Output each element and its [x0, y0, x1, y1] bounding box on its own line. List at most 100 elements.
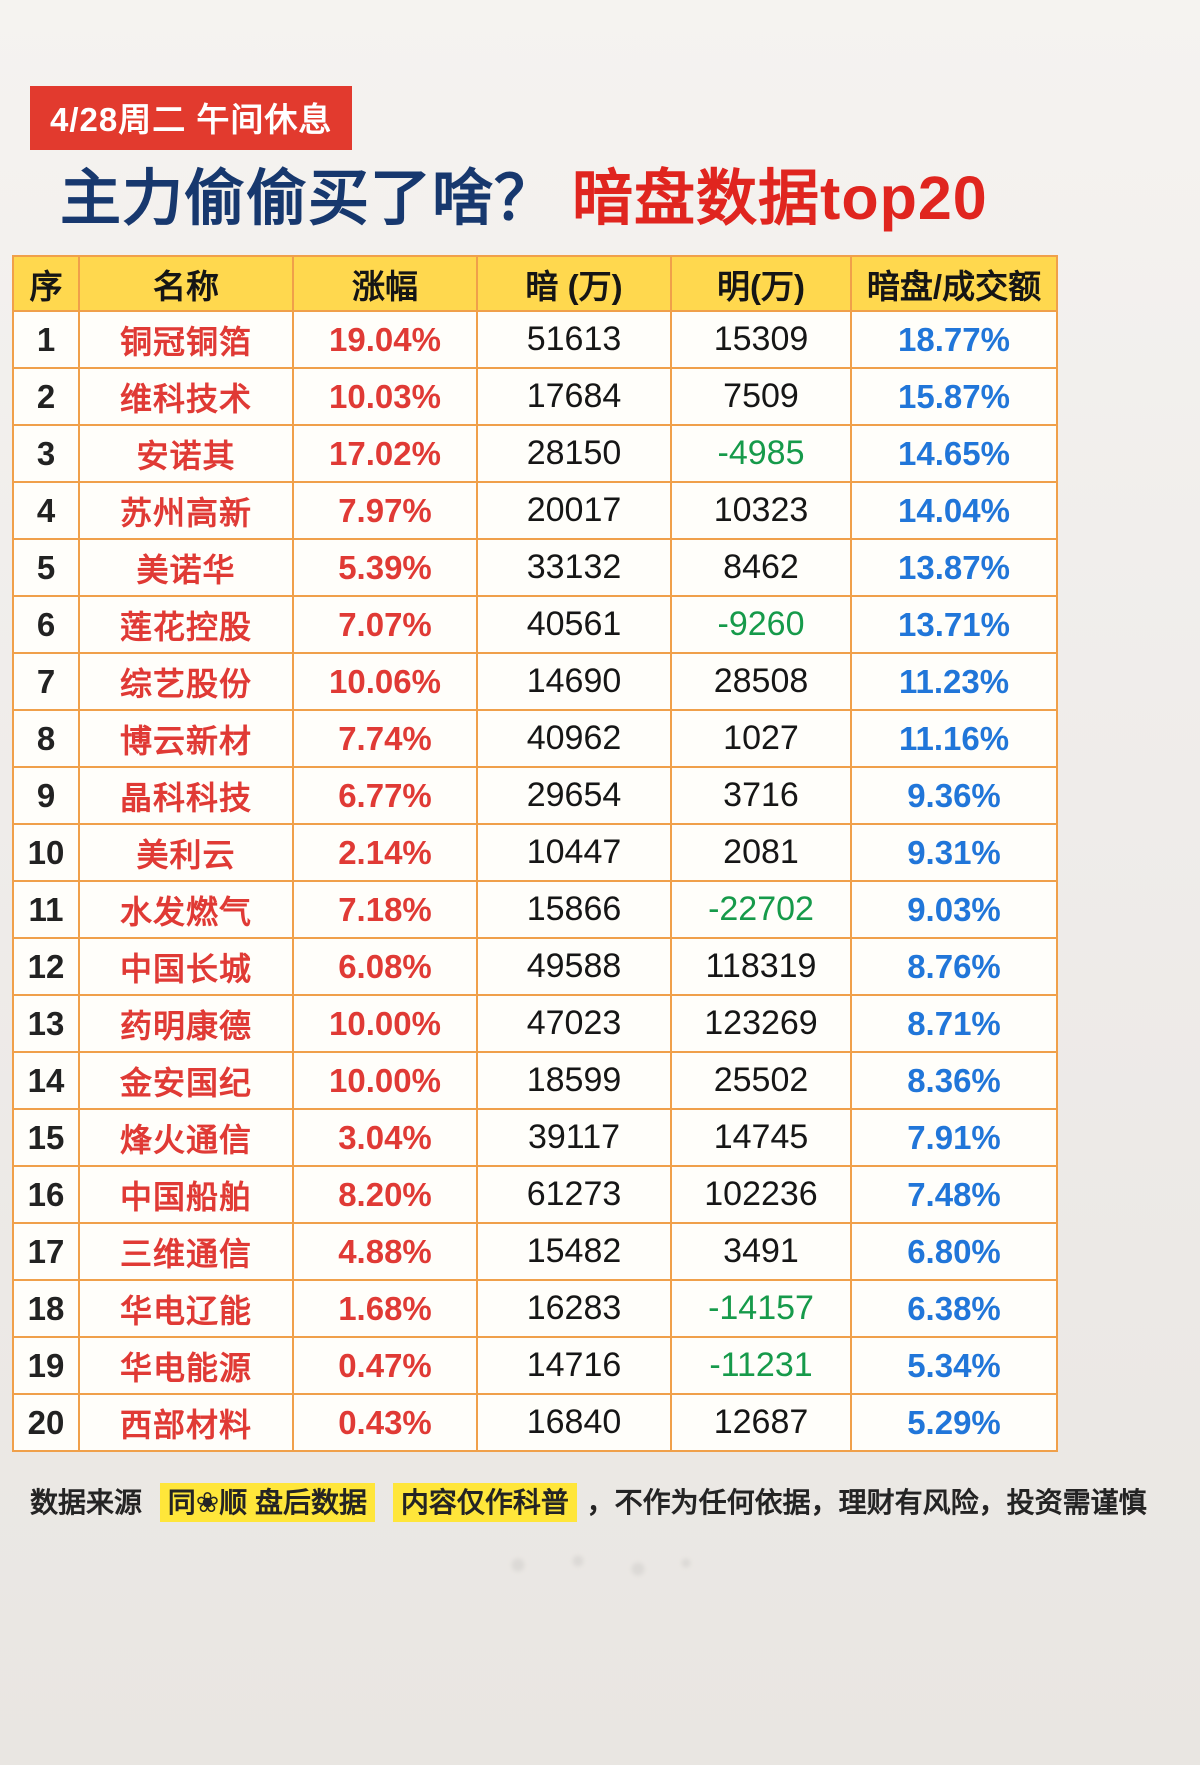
- table-row: 3 安诺其 17.02% 28150 -4985 14.65%: [14, 426, 1056, 481]
- rank: 19: [14, 1338, 78, 1393]
- change-pct: 10.06%: [294, 654, 476, 709]
- header-name: 名称: [80, 257, 292, 310]
- dark-ratio: 6.80%: [852, 1224, 1056, 1279]
- dark-volume: 47023: [478, 996, 670, 1051]
- change-pct: 3.04%: [294, 1110, 476, 1165]
- dark-ratio: 13.87%: [852, 540, 1056, 595]
- light-volume: 25502: [672, 1053, 850, 1108]
- dark-ratio: 14.65%: [852, 426, 1056, 481]
- stock-name: 西部材料: [80, 1395, 292, 1450]
- header-dark-volume: 暗 (万): [478, 257, 670, 310]
- header-change: 涨幅: [294, 257, 476, 310]
- stock-name: 中国长城: [80, 939, 292, 994]
- dark-volume: 40561: [478, 597, 670, 652]
- dark-ratio: 9.03%: [852, 882, 1056, 937]
- stock-name: 莲花控股: [80, 597, 292, 652]
- stock-name: 华电能源: [80, 1338, 292, 1393]
- change-pct: 6.77%: [294, 768, 476, 823]
- dark-ratio: 5.29%: [852, 1395, 1056, 1450]
- date-badge: 4/28周二 午间休息: [30, 86, 353, 150]
- light-volume: 3491: [672, 1224, 850, 1279]
- change-pct: 5.39%: [294, 540, 476, 595]
- change-pct: 7.07%: [294, 597, 476, 652]
- rank: 12: [14, 939, 78, 994]
- light-volume: -14157: [672, 1281, 850, 1336]
- stock-name: 中国船舶: [80, 1167, 292, 1222]
- rank: 7: [14, 654, 78, 709]
- dark-volume: 49588: [478, 939, 670, 994]
- dark-ratio: 18.77%: [852, 312, 1056, 367]
- dark-ratio: 8.36%: [852, 1053, 1056, 1108]
- data-table: 序 名称 涨幅 暗 (万) 明(万) 暗盘/成交额 1 铜冠铜箔 19.04% 516…: [12, 255, 1058, 1452]
- dark-volume: 29654: [478, 768, 670, 823]
- change-pct: 8.20%: [294, 1167, 476, 1222]
- rank: 8: [14, 711, 78, 766]
- change-pct: 7.97%: [294, 483, 476, 538]
- change-pct: 10.03%: [294, 369, 476, 424]
- table-header: 序 名称 涨幅 暗 (万) 明(万) 暗盘/成交额: [14, 257, 1056, 310]
- change-pct: 7.18%: [294, 882, 476, 937]
- disclaimer: 数据来源 同❀顺 盘后数据 内容仅作科普 ，不作为任何依据，理财有风险，投资需谨…: [30, 1480, 1180, 1526]
- change-pct: 2.14%: [294, 825, 476, 880]
- stock-name: 金安国纪: [80, 1053, 292, 1108]
- table-row: 20 西部材料 0.43% 16840 12687 5.29%: [14, 1395, 1056, 1450]
- rank: 11: [14, 882, 78, 937]
- table-row: 13 药明康德 10.00% 47023 123269 8.71%: [14, 996, 1056, 1051]
- dark-volume: 39117: [478, 1110, 670, 1165]
- table-row: 8 博云新材 7.74% 40962 1027 11.16%: [14, 711, 1056, 766]
- header-rank: 序: [14, 257, 78, 310]
- stock-name: 药明康德: [80, 996, 292, 1051]
- table-row: 4 苏州高新 7.97% 20017 10323 14.04%: [14, 483, 1056, 538]
- rank: 14: [14, 1053, 78, 1108]
- dark-volume: 18599: [478, 1053, 670, 1108]
- dark-volume: 15482: [478, 1224, 670, 1279]
- rank: 20: [14, 1395, 78, 1450]
- title-question: 主力偷偷买了啥？: [60, 164, 557, 232]
- change-pct: 17.02%: [294, 426, 476, 481]
- change-pct: 0.43%: [294, 1395, 476, 1450]
- change-pct: 0.47%: [294, 1338, 476, 1393]
- dark-volume: 61273: [478, 1167, 670, 1222]
- rank: 15: [14, 1110, 78, 1165]
- light-volume: 15309: [672, 312, 850, 367]
- stock-name: 三维通信: [80, 1224, 292, 1279]
- dark-ratio: 14.04%: [852, 483, 1056, 538]
- light-volume: 10323: [672, 483, 850, 538]
- light-volume: -22702: [672, 882, 850, 937]
- light-volume: -11231: [672, 1338, 850, 1393]
- stock-name: 美诺华: [80, 540, 292, 595]
- table-row: 12 中国长城 6.08% 49588 118319 8.76%: [14, 939, 1056, 994]
- dark-ratio: 11.23%: [852, 654, 1056, 709]
- light-volume: -9260: [672, 597, 850, 652]
- dark-ratio: 8.76%: [852, 939, 1056, 994]
- dark-ratio: 9.31%: [852, 825, 1056, 880]
- table-row: 6 莲花控股 7.07% 40561 -9260 13.71%: [14, 597, 1056, 652]
- dark-volume: 15866: [478, 882, 670, 937]
- light-volume: 8462: [672, 540, 850, 595]
- rank: 3: [14, 426, 78, 481]
- table-row: 2 维科技术 10.03% 17684 7509 15.87%: [14, 369, 1056, 424]
- light-volume: 102236: [672, 1167, 850, 1222]
- stock-name: 华电辽能: [80, 1281, 292, 1336]
- light-volume: 7509: [672, 369, 850, 424]
- table-row: 7 综艺股份 10.06% 14690 28508 11.23%: [14, 654, 1056, 709]
- table-row: 17 三维通信 4.88% 15482 3491 6.80%: [14, 1224, 1056, 1279]
- dark-volume: 51613: [478, 312, 670, 367]
- page-title: 主力偷偷买了啥？ 暗盘数据top20: [60, 148, 988, 237]
- dark-volume: 33132: [478, 540, 670, 595]
- light-volume: 14745: [672, 1110, 850, 1165]
- change-pct: 10.00%: [294, 1053, 476, 1108]
- table-row: 1 铜冠铜箔 19.04% 51613 15309 18.77%: [14, 312, 1056, 367]
- dark-ratio: 7.91%: [852, 1110, 1056, 1165]
- title-highlight: 暗盘数据top20: [572, 164, 988, 232]
- rank: 6: [14, 597, 78, 652]
- header-light-volume: 明(万): [672, 257, 850, 310]
- change-pct: 7.74%: [294, 711, 476, 766]
- disclaimer-source-label: 数据来源: [30, 1487, 143, 1518]
- light-volume: -4985: [672, 426, 850, 481]
- light-volume: 118319: [672, 939, 850, 994]
- change-pct: 4.88%: [294, 1224, 476, 1279]
- stock-name: 水发燃气: [80, 882, 292, 937]
- dark-volume: 14690: [478, 654, 670, 709]
- dark-ratio: 11.16%: [852, 711, 1056, 766]
